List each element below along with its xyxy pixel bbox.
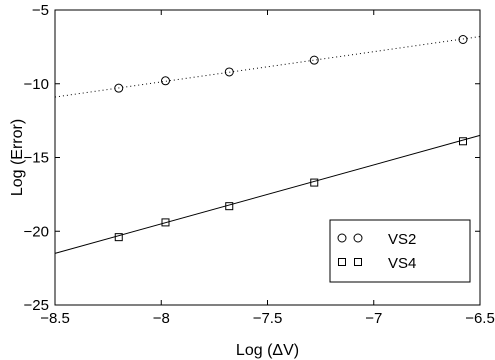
fit-lines	[54, 36, 481, 254]
vs2-legend-marker-2	[353, 233, 363, 243]
y-tick-label: −15	[24, 150, 49, 167]
vs4-fit-line	[54, 134, 481, 254]
vs4-point	[161, 218, 170, 227]
y-tick-label: −20	[24, 223, 49, 240]
y-tick-label: −25	[24, 297, 49, 314]
y-tick-label: −10	[24, 76, 49, 93]
ticks	[54, 9, 481, 306]
vs4-legend-label: VS4	[388, 255, 416, 272]
x-tick-label: −7.5	[253, 310, 283, 327]
vs2-point	[458, 35, 468, 44]
vs2-legend-label: VS2	[388, 231, 416, 248]
vs2-point	[161, 76, 170, 86]
vs4-legend-marker-1	[338, 258, 346, 266]
vs4-legend-marker-2	[354, 258, 362, 266]
y-axis-title: Log (Error)	[9, 119, 26, 196]
vs2-fit-line	[54, 36, 481, 98]
x-tick-label: −7	[365, 310, 382, 327]
markers	[114, 35, 468, 242]
y-tick-label: −5	[32, 2, 49, 19]
vs4-point	[114, 233, 123, 242]
legend-box	[329, 219, 471, 283]
vs2-point	[309, 55, 319, 65]
tick-labels: −8.5 −8 −7.5 −7 −6.5 −5 −10 −15 −20 −25	[24, 2, 495, 327]
x-tick-label: −6.5	[465, 310, 495, 327]
vs4-point	[310, 178, 319, 187]
x-tick-label: −8.5	[40, 310, 70, 327]
vs2-point	[224, 67, 234, 77]
vs4-point	[459, 137, 467, 146]
x-axis-title: Log (ΔV)	[236, 342, 299, 359]
vs2-legend-marker-1	[337, 233, 347, 243]
x-tick-label: −8	[153, 310, 170, 327]
vs2-point	[114, 83, 124, 93]
vs4-point	[225, 202, 234, 211]
